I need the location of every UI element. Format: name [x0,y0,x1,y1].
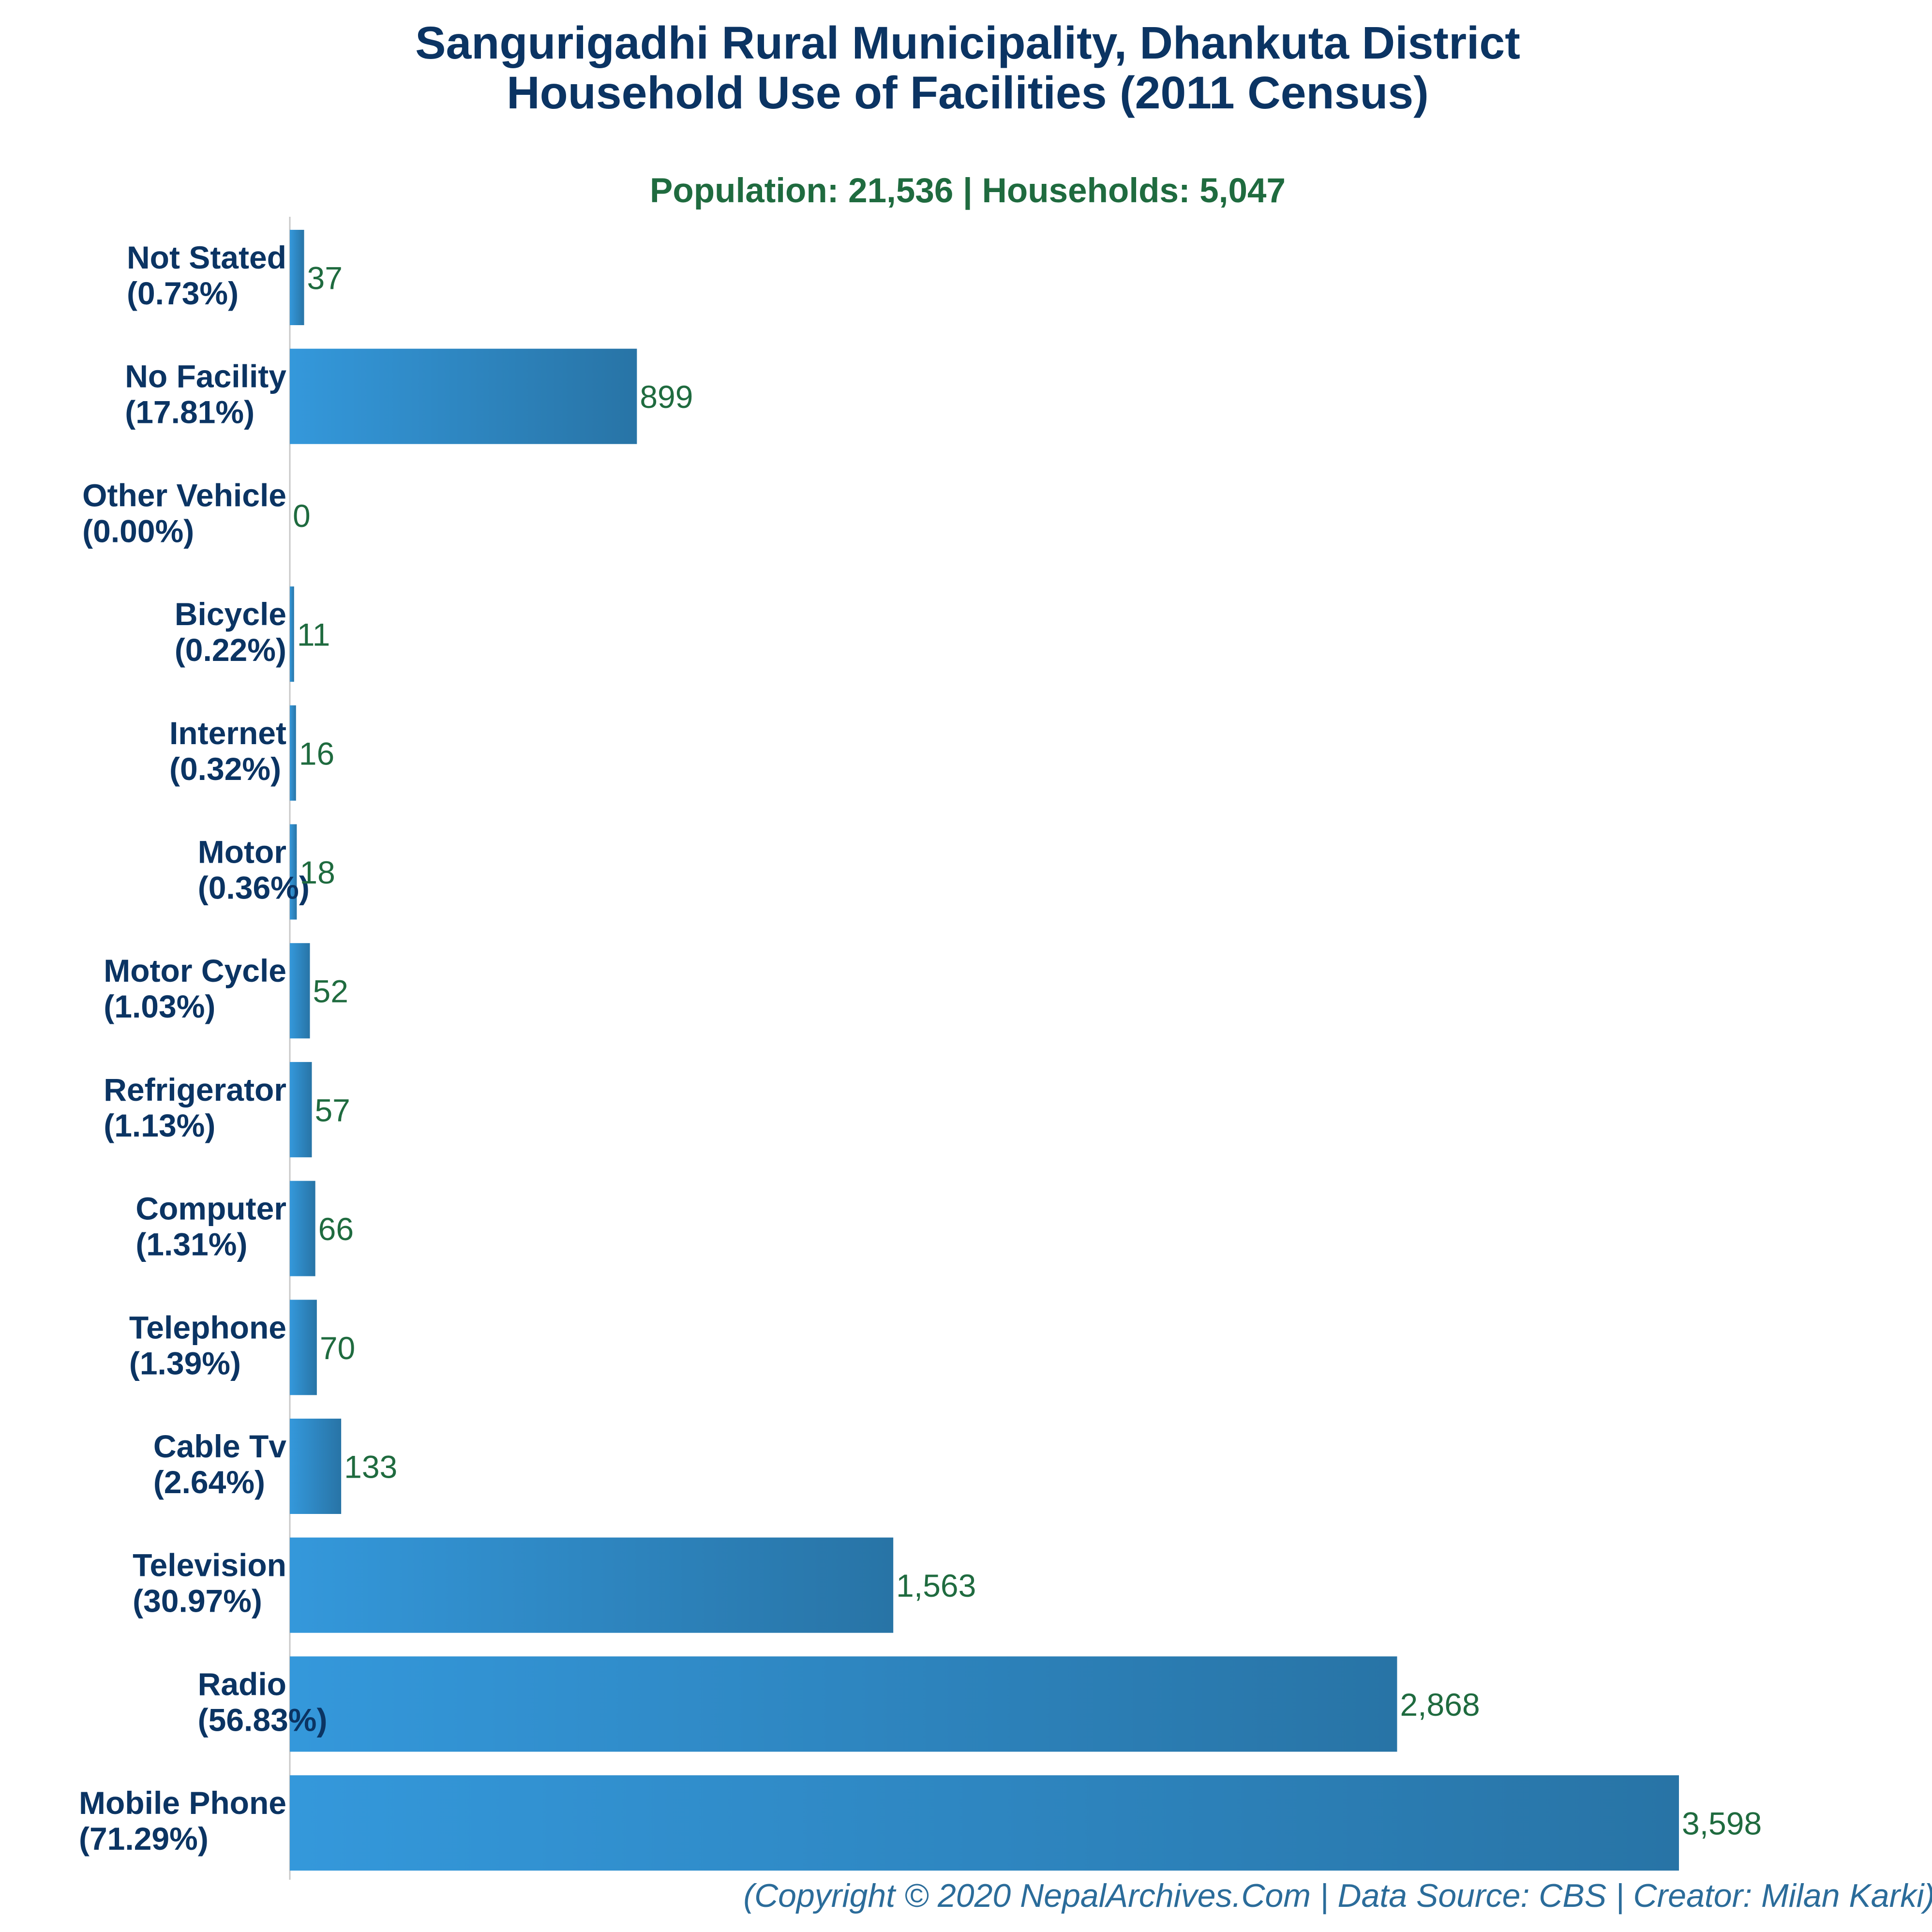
category-percent-label: (0.36%) [198,870,310,906]
category-name: Internet [169,715,286,751]
category-label-cable-tv: Cable Tv [153,1428,286,1464]
category-percent-label: (1.13%) [104,1108,215,1143]
category-percent-label: (71.29%) [79,1821,209,1857]
bar-mobile-phone [290,1775,1679,1871]
category-name: Refrigerator [104,1072,286,1108]
value-label-computer: 66 [318,1211,354,1247]
category-percent-label: (1.31%) [135,1227,247,1262]
value-label-cable-tv: 133 [344,1449,397,1485]
value-label-no-facility: 899 [640,379,693,415]
value-label-not-stated: 37 [307,260,343,296]
category-percent-label: (56.83%) [198,1702,328,1737]
category-percent-label: (0.73%) [127,275,239,311]
bar-motor [290,824,297,920]
value-label-radio: 2,868 [1400,1687,1480,1722]
chart-subtitle: Population: 21,536 | Households: 5,047 [650,172,1286,210]
category-label-motor-cycle: Motor Cycle [104,953,286,988]
category-percent-label: (0.32%) [169,751,281,787]
category-label-no-facility: No Facility [125,359,286,394]
category-labels: Not Stated No Facility Other Vehicle Bicycl… [79,240,327,1857]
value-label-motor: 18 [300,854,335,890]
category-percent-label: (2.64%) [153,1464,265,1500]
chart-title-line-1: Sangurigadhi Rural Municipality, Dhankut… [415,17,1520,69]
bar-telephone [290,1300,317,1395]
value-label-internet: 16 [299,735,334,771]
category-label-radio: Radio [198,1666,286,1702]
bar-radio [290,1656,1397,1752]
category-name: Television [133,1547,286,1583]
bar-television [290,1537,894,1633]
category-name: Computer [135,1191,286,1227]
category-name: No Facility [125,359,286,394]
bar-no-facility [290,348,637,444]
bar-bicycle [290,586,294,682]
value-label-mobile-phone: 3,598 [1682,1806,1762,1842]
category-label-computer: Computer [135,1191,286,1227]
category-name: Other Vehicle [82,477,286,513]
category-name: Radio [198,1666,286,1702]
category-percent-label: (1.39%) [129,1345,241,1381]
value-label-motor-cycle: 52 [313,973,348,1009]
category-name: Cable Tv [153,1428,286,1464]
bar-not-stated [290,230,304,325]
category-label-television: Television [133,1547,286,1583]
category-label-mobile-phone: Mobile Phone [79,1785,286,1821]
category-label-motor: Motor [198,834,286,870]
value-label-telephone: 70 [320,1330,355,1366]
bars [290,230,1679,1871]
category-percent-label: (0.22%) [175,632,286,668]
bar-refrigerator [290,1062,312,1157]
category-label-bicycle: Bicycle [175,596,286,632]
bar-motor-cycle [290,943,310,1039]
chart-footer: (Copyright © 2020 NepalArchives.Com | Da… [743,1877,1932,1914]
category-label-not-stated: Not Stated [127,240,286,275]
category-percent-label: (1.03%) [104,988,215,1024]
category-name: Bicycle [175,596,286,632]
category-name: Motor [198,834,286,870]
category-name: Not Stated [127,240,286,275]
value-label-other-vehicle: 0 [293,498,311,534]
value-label-bicycle: 11 [297,617,330,653]
category-percent-label: (0.00%) [82,513,194,549]
category-name: Mobile Phone [79,1785,286,1821]
value-labels: 37 899 0 11 16 18 52 57 66 70 133 1,563 2,868 3,598 [293,260,1762,1842]
category-percent-label: (30.97%) [133,1583,262,1619]
value-label-refrigerator: 57 [315,1092,350,1128]
chart-title-line-2: Household Use of Facilities (2011 Census… [507,67,1429,119]
category-label-other-vehicle: Other Vehicle [82,477,286,513]
category-label-refrigerator: Refrigerator [104,1072,286,1108]
value-label-television: 1,563 [896,1568,976,1603]
category-label-internet: Internet [169,715,286,751]
category-label-telephone: Telephone [129,1309,286,1345]
bar-internet [290,705,296,801]
bar-computer [290,1181,315,1276]
chart-title: Sangurigadhi Rural Municipality, Dhankut… [0,18,1932,118]
category-percent-label: (17.81%) [125,394,255,430]
category-name: Telephone [129,1309,286,1345]
bar-cable-tv [290,1419,342,1514]
category-name: Motor Cycle [104,953,286,988]
